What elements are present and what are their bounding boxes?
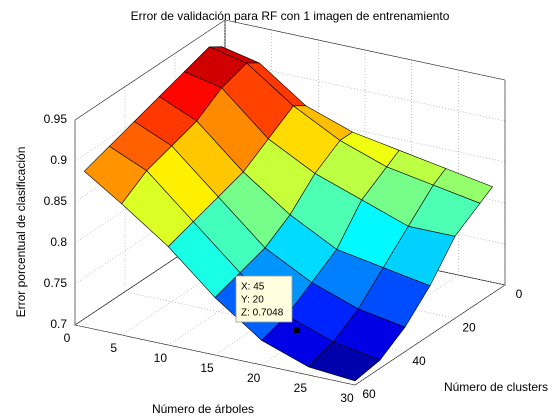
x-axis-label: Número de árboles xyxy=(152,402,254,416)
x-tick-label: 15 xyxy=(200,361,214,375)
z-tick-label: 0.85 xyxy=(44,194,68,208)
z-tick-label: 0.8 xyxy=(50,235,67,249)
datatip-text: Y: 20 xyxy=(241,295,264,306)
x-tick-label: 25 xyxy=(294,381,308,395)
x-tick-label: 20 xyxy=(247,371,261,385)
z-axis-label: Error porcentual de clasificación xyxy=(14,147,28,318)
x-tick-label: 0 xyxy=(64,331,71,345)
surface-face xyxy=(307,341,381,382)
grid-line xyxy=(354,284,506,386)
z-tick-label: 0.7 xyxy=(50,317,67,331)
datatip-text: Z: 0.7048 xyxy=(241,308,284,319)
chart-title: Error de validación para RF con 1 imagen… xyxy=(131,9,450,23)
x-tick-label: 30 xyxy=(340,391,354,405)
datatip-marker xyxy=(294,327,300,333)
x-tick-label: 10 xyxy=(154,351,168,365)
x-tick-label: 5 xyxy=(110,341,117,355)
y-tick-label: 20 xyxy=(462,321,476,335)
datatip-text: X: 45 xyxy=(241,282,265,293)
datatip-box xyxy=(235,275,293,323)
z-tick-label: 0.75 xyxy=(44,276,68,290)
y-axis-label: Número de clusters xyxy=(444,380,548,394)
y-tick-label: 40 xyxy=(412,354,426,368)
z-tick-label: 0.95 xyxy=(44,112,68,126)
y-tick-label: 60 xyxy=(362,387,376,401)
z-tick-label: 0.9 xyxy=(50,153,67,167)
y-tick-label: 0 xyxy=(516,287,523,301)
grid-line xyxy=(74,19,226,121)
